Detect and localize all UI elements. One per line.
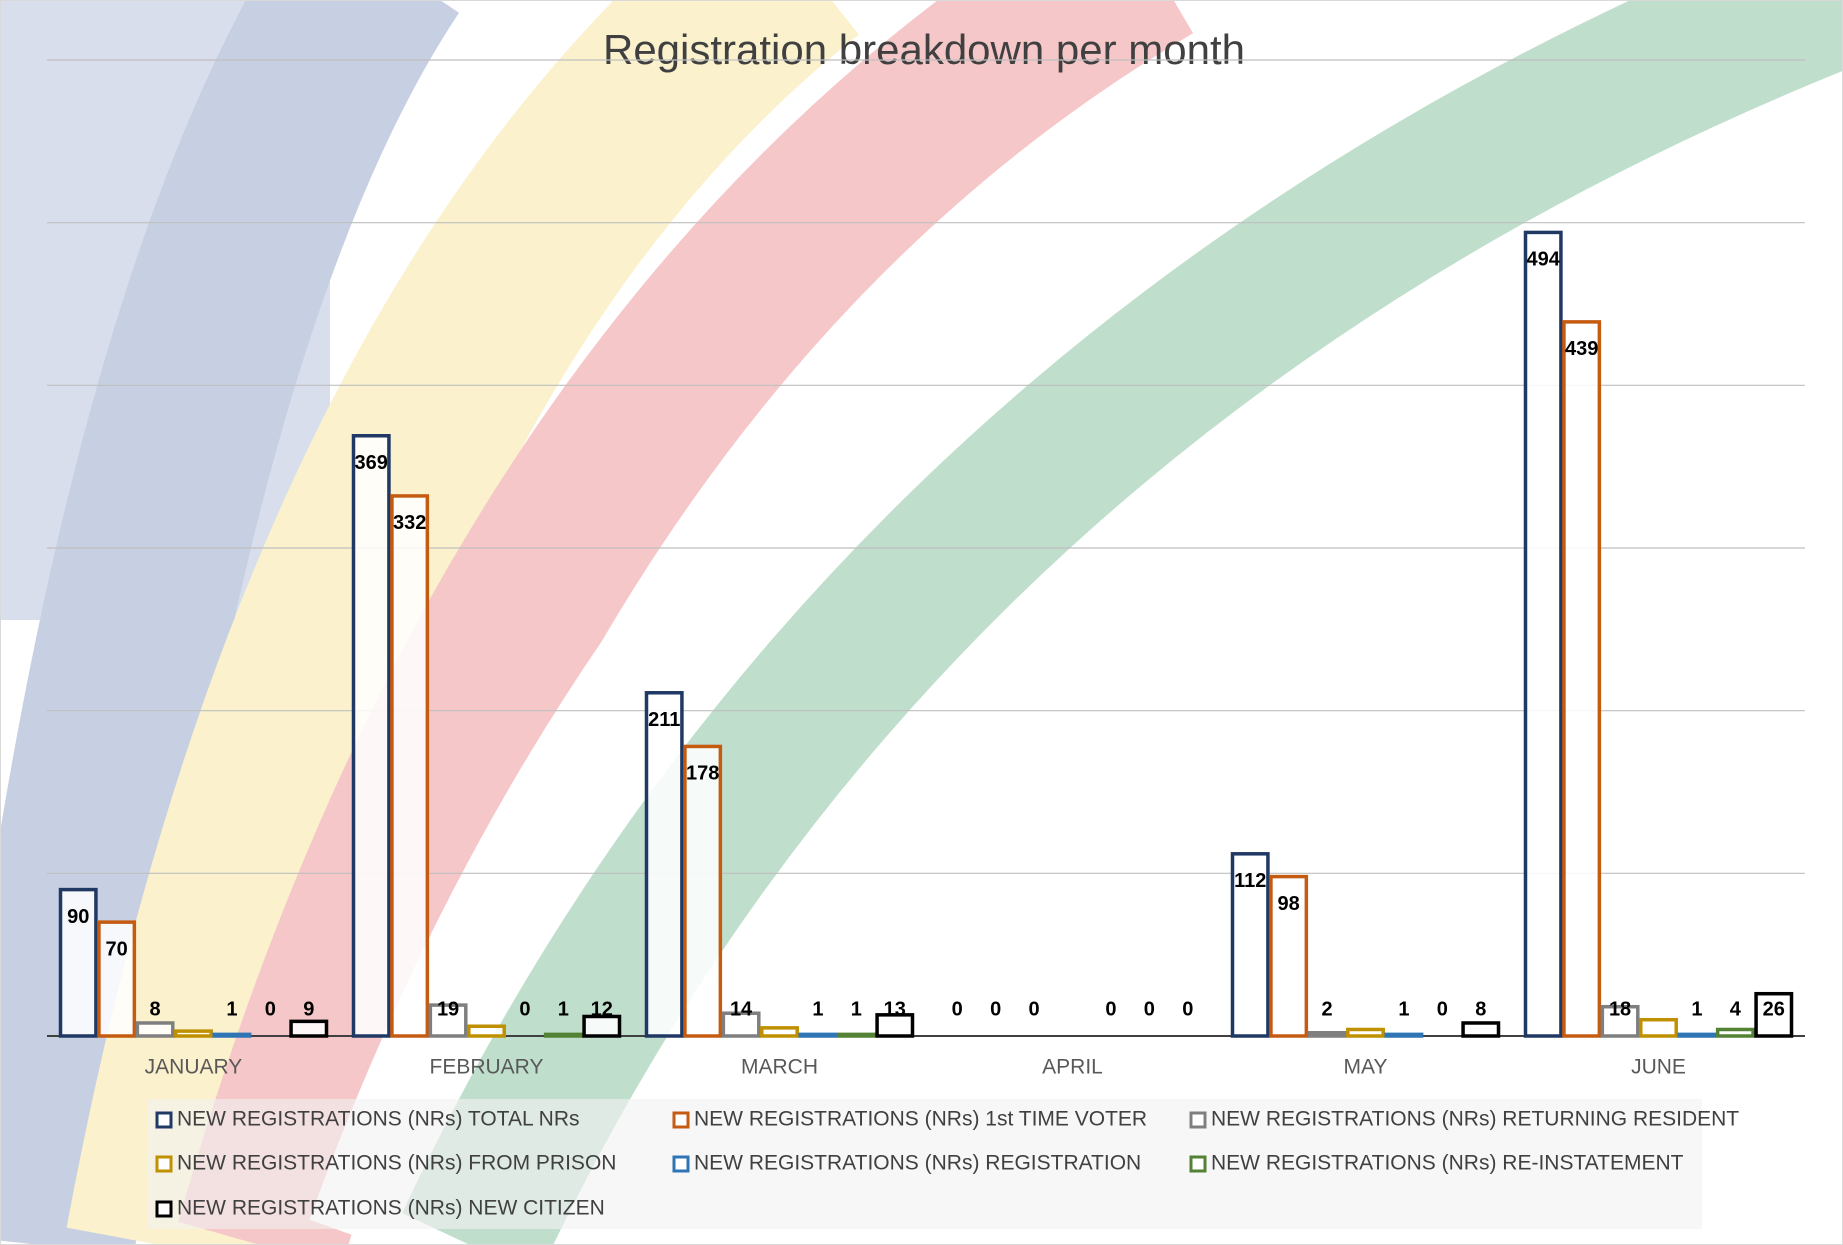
legend-label: NEW REGISTRATIONS (NRs) FROM PRISON: [177, 1152, 616, 1175]
bar: [1461, 1021, 1501, 1038]
bar: [97, 920, 137, 1038]
data-label: 12: [591, 998, 613, 1020]
bar: [212, 1032, 252, 1038]
data-label: 0: [1182, 998, 1193, 1020]
bar: [1384, 1032, 1424, 1038]
data-label: 332: [393, 512, 426, 534]
data-label: 0: [519, 998, 530, 1020]
data-label: 0: [1437, 998, 1448, 1020]
x-tick-label: FEBRUARY: [430, 1056, 544, 1079]
bar: [683, 744, 723, 1038]
legend-label: NEW REGISTRATIONS (NRs) NEW CITIZEN: [177, 1197, 605, 1220]
data-label: 0: [1144, 998, 1155, 1020]
bar: [289, 1019, 329, 1038]
data-label: 13: [884, 998, 906, 1020]
data-label: 369: [355, 452, 388, 474]
bar: [428, 1003, 468, 1038]
bar: [1230, 852, 1270, 1038]
bar: [644, 691, 684, 1038]
bar: [543, 1032, 583, 1038]
bar: [351, 434, 391, 1038]
data-label: 90: [67, 906, 89, 928]
bar: [1269, 874, 1309, 1038]
data-label: 8: [1475, 998, 1486, 1020]
data-label: 1: [558, 998, 569, 1020]
data-label: 2: [1322, 998, 1333, 1020]
x-tick-label: JANUARY: [145, 1056, 243, 1079]
bar: [1600, 1004, 1640, 1038]
data-label: 1: [226, 998, 237, 1020]
legend-marker: [1189, 1111, 1207, 1129]
bar: [1562, 320, 1602, 1038]
data-label: 8: [150, 998, 161, 1020]
data-label: 1: [851, 998, 862, 1020]
legend-marker: [155, 1200, 173, 1218]
bar: [390, 494, 430, 1038]
bar: [135, 1021, 175, 1038]
data-label: 26: [1763, 998, 1785, 1020]
bar: [1307, 1030, 1347, 1038]
chart-title: Registration breakdown per month: [603, 26, 1245, 73]
legend-label: NEW REGISTRATIONS (NRs) RETURNING RESIDE…: [1211, 1108, 1739, 1131]
data-label: 14: [730, 998, 753, 1020]
legend-marker: [1189, 1155, 1207, 1173]
bar: [875, 1013, 915, 1038]
legend-marker: [155, 1111, 173, 1129]
x-tick-label: JUNE: [1631, 1056, 1686, 1079]
legend-label: NEW REGISTRATIONS (NRs) 1st TIME VOTER: [694, 1108, 1147, 1131]
bar: [1523, 230, 1563, 1038]
data-label: 70: [106, 938, 128, 960]
data-label: 19: [437, 998, 459, 1020]
data-label: 1: [1691, 998, 1702, 1020]
bar: [1346, 1027, 1385, 1038]
bar: [798, 1032, 838, 1038]
data-label: 9: [303, 998, 314, 1020]
x-tick-label: MAY: [1344, 1056, 1388, 1079]
data-label: 0: [265, 998, 276, 1020]
data-label: 1: [1398, 998, 1409, 1020]
legend-box: [147, 1099, 1702, 1229]
bar: [582, 1014, 622, 1038]
bar: [174, 1029, 213, 1038]
data-label: 0: [990, 998, 1001, 1020]
bar: [721, 1011, 761, 1038]
data-label: 98: [1278, 893, 1300, 915]
data-label: 211: [648, 709, 680, 731]
data-label: 0: [1105, 998, 1116, 1020]
x-tick-label: MARCH: [741, 1056, 818, 1079]
bar: [58, 887, 98, 1038]
data-label: 1: [812, 998, 823, 1020]
legend-marker: [672, 1155, 690, 1173]
bar: [760, 1026, 799, 1038]
data-label: 494: [1527, 249, 1561, 271]
bar: [1639, 1017, 1678, 1038]
bar: [1715, 1027, 1755, 1038]
x-tick-label: APRIL: [1042, 1056, 1103, 1079]
bar: [467, 1024, 506, 1038]
legend-marker: [672, 1111, 690, 1129]
bar: [1754, 991, 1794, 1038]
data-label: 178: [686, 763, 719, 785]
data-label: 18: [1609, 998, 1631, 1020]
legend-label: NEW REGISTRATIONS (NRs) RE-INSTATEMENT: [1211, 1152, 1684, 1175]
bar: [1677, 1032, 1717, 1038]
legend-marker: [155, 1155, 173, 1173]
bar: [836, 1032, 876, 1038]
data-label: 4: [1730, 998, 1742, 1020]
data-label: 0: [952, 998, 963, 1020]
data-label: 112: [1234, 870, 1266, 892]
data-label: 439: [1565, 338, 1598, 360]
legend-label: NEW REGISTRATIONS (NRs) REGISTRATION: [694, 1152, 1141, 1175]
legend-label: NEW REGISTRATIONS (NRs) TOTAL NRs: [177, 1108, 580, 1131]
data-label: 0: [1029, 998, 1040, 1020]
